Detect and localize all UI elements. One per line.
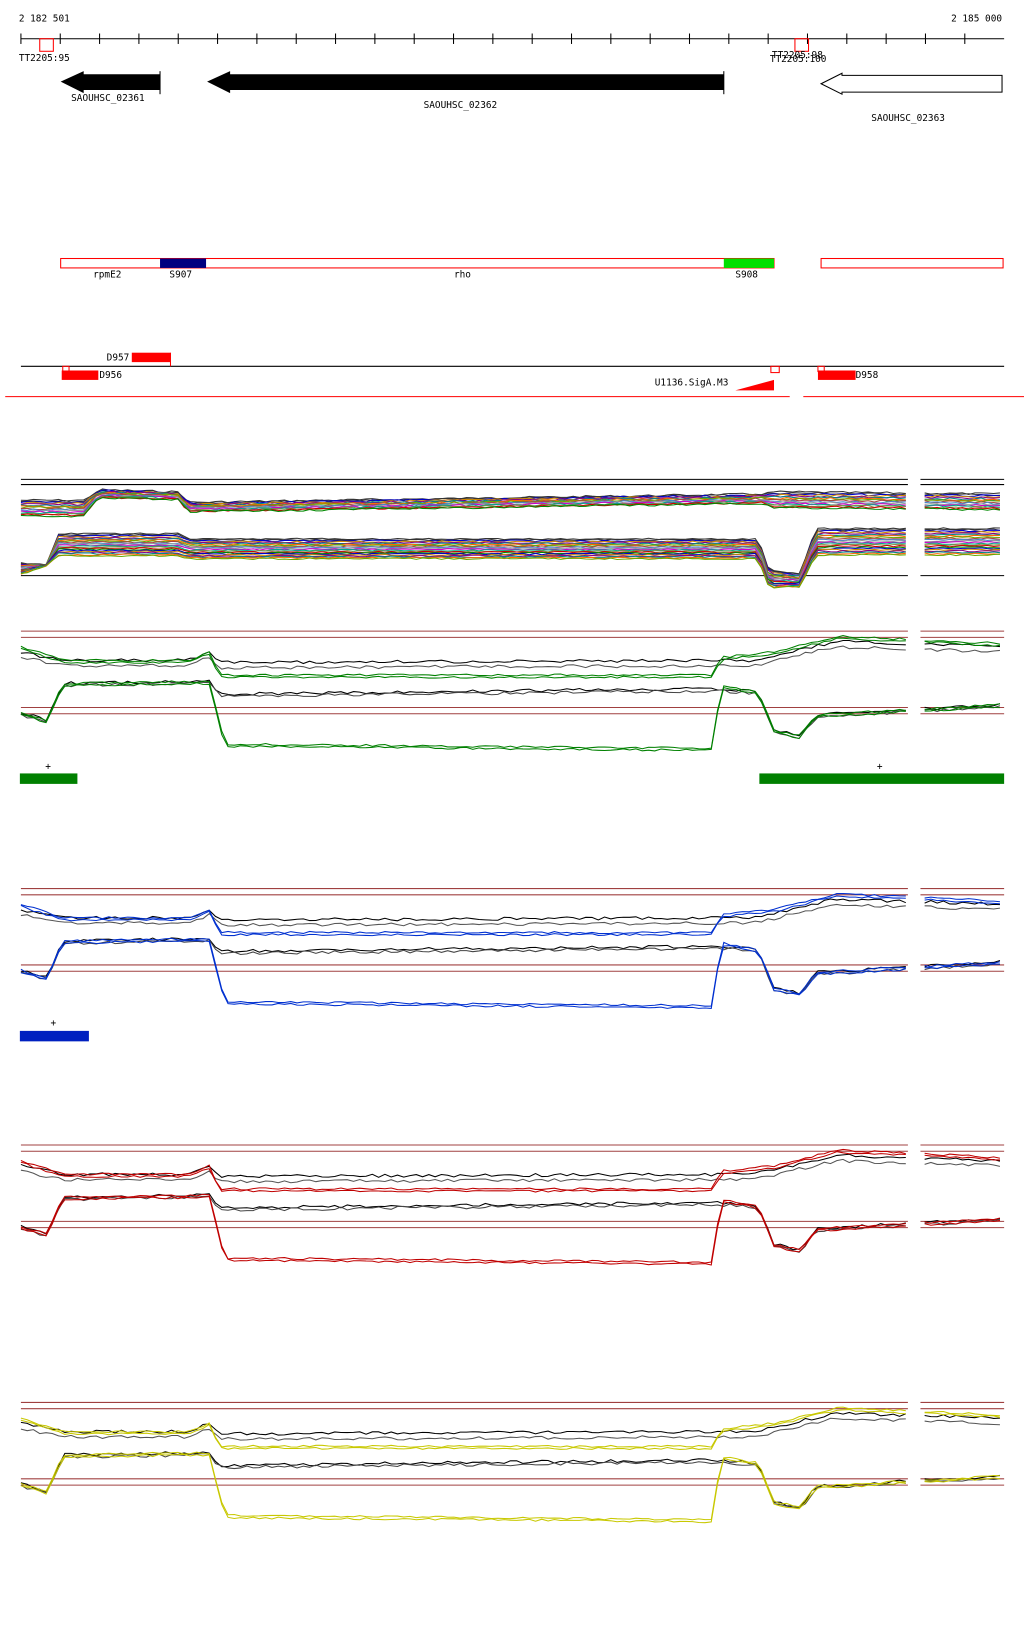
segment-label: rpmE2 (93, 270, 121, 281)
trace (20, 637, 1001, 679)
trace (20, 1409, 1001, 1450)
feature-label: D956 (99, 370, 122, 381)
feature-tick (62, 365, 70, 373)
segment-label: S907 (169, 270, 192, 281)
trace (20, 1153, 1001, 1178)
trace (20, 1148, 1001, 1191)
ruler-end: 2 185 000 (951, 13, 1002, 24)
traces (20, 478, 1005, 1524)
trace (20, 680, 1001, 750)
promoter (735, 379, 775, 391)
strand-bar (19, 1030, 89, 1042)
trace (20, 1158, 1001, 1184)
segment-track (820, 257, 1004, 269)
feature-label: D957 (107, 352, 130, 363)
trace (20, 547, 1000, 585)
trace (20, 937, 1001, 1007)
trace (20, 496, 1001, 517)
trace (20, 1453, 1001, 1524)
terminator-label: TT2205:95 (19, 53, 70, 64)
trace (20, 497, 1001, 518)
trace (20, 893, 1000, 935)
feature-label: D958 (856, 370, 879, 381)
trace (20, 903, 1001, 927)
segment-s908 (723, 258, 775, 268)
trace (20, 544, 1000, 584)
segment-label: rho (454, 270, 471, 281)
trace (20, 535, 1000, 580)
trace (20, 533, 1000, 577)
gene-arrow (60, 71, 161, 94)
segment-s907 (160, 258, 207, 268)
trace (20, 1453, 1001, 1509)
strand-label: + (877, 762, 883, 773)
trace (20, 635, 1001, 677)
gene-arrow (207, 71, 724, 94)
trace (20, 489, 1000, 505)
trace (20, 530, 1000, 577)
strand-label: + (45, 762, 51, 773)
trace (20, 937, 1001, 995)
terminator (39, 38, 54, 52)
gene-label: SAOUHSC_02363 (871, 113, 945, 124)
trace (20, 940, 1000, 1009)
trace (20, 682, 1000, 752)
trace (20, 1193, 1001, 1264)
strand-bar (759, 773, 1005, 784)
feature (61, 370, 99, 380)
feature-label: U1136.SigA.M3 (655, 378, 729, 389)
gene-label: SAOUHSC_02361 (71, 93, 145, 104)
trace (20, 553, 1000, 589)
terminator-label: TT2205:98 (772, 50, 823, 61)
trace (20, 645, 1000, 670)
trace (20, 1196, 1001, 1266)
trace (20, 895, 1000, 937)
gene-arrow (819, 72, 1003, 96)
ruler-ticks (20, 33, 966, 44)
trace (20, 1417, 1000, 1441)
feature-tick (770, 365, 780, 374)
trace (20, 1451, 1000, 1521)
trace (20, 492, 1000, 509)
strand-bar (19, 773, 78, 784)
terminator-label: TT2205:100 (770, 54, 827, 65)
trace (20, 1411, 1000, 1436)
trace (20, 898, 1000, 922)
feature (817, 370, 856, 380)
feature (131, 352, 171, 363)
feature-tick (817, 365, 825, 373)
gene-label: SAOUHSC_02362 (424, 100, 498, 111)
trace (20, 1151, 1000, 1193)
trace (20, 681, 1001, 740)
segment-label: S908 (735, 270, 758, 281)
terminator (794, 38, 810, 52)
strand-label: + (51, 1018, 57, 1029)
ruler-start: 2 182 501 (19, 13, 70, 24)
